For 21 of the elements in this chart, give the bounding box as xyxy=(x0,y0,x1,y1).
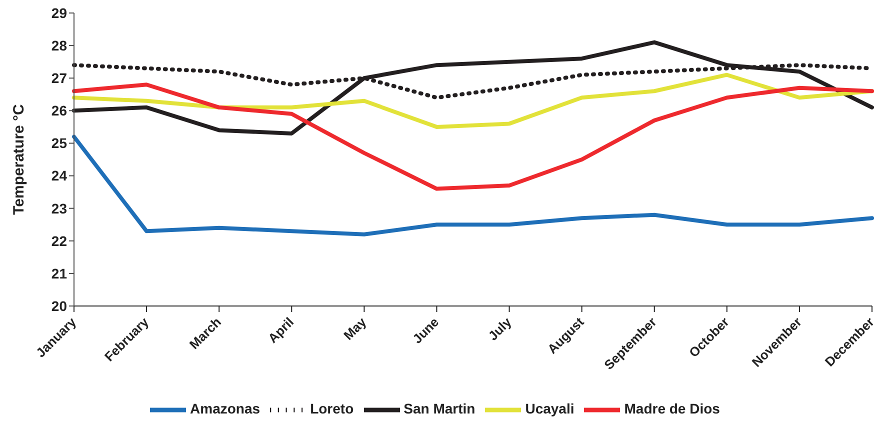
y-tick-label: 21 xyxy=(51,265,68,282)
y-tick-label: 24 xyxy=(51,168,68,184)
legend-label: Ucayali xyxy=(525,400,574,417)
y-tick-label: 23 xyxy=(51,200,68,216)
line-series xyxy=(72,72,874,129)
legend-label: San Martin xyxy=(404,400,476,417)
y-tick-label: 28 xyxy=(51,38,68,54)
y-tick-label: 25 xyxy=(51,135,68,152)
x-tick-label: May xyxy=(340,314,370,343)
y-tick-label: 27 xyxy=(51,70,68,86)
line-series xyxy=(72,40,874,136)
legend-label: Madre de Dios xyxy=(624,400,720,417)
y-tick-label: 29 xyxy=(51,4,68,21)
y-tick-label: 26 xyxy=(51,102,68,119)
y-tick-label: 20 xyxy=(51,298,68,314)
line-series xyxy=(72,134,874,236)
legend-label: Amazonas xyxy=(190,400,260,417)
legend-label: Loreto xyxy=(310,400,354,417)
y-tick-label: 22 xyxy=(51,232,68,249)
line-series xyxy=(72,82,874,191)
y-axis-title: Temperature °C xyxy=(10,104,28,215)
